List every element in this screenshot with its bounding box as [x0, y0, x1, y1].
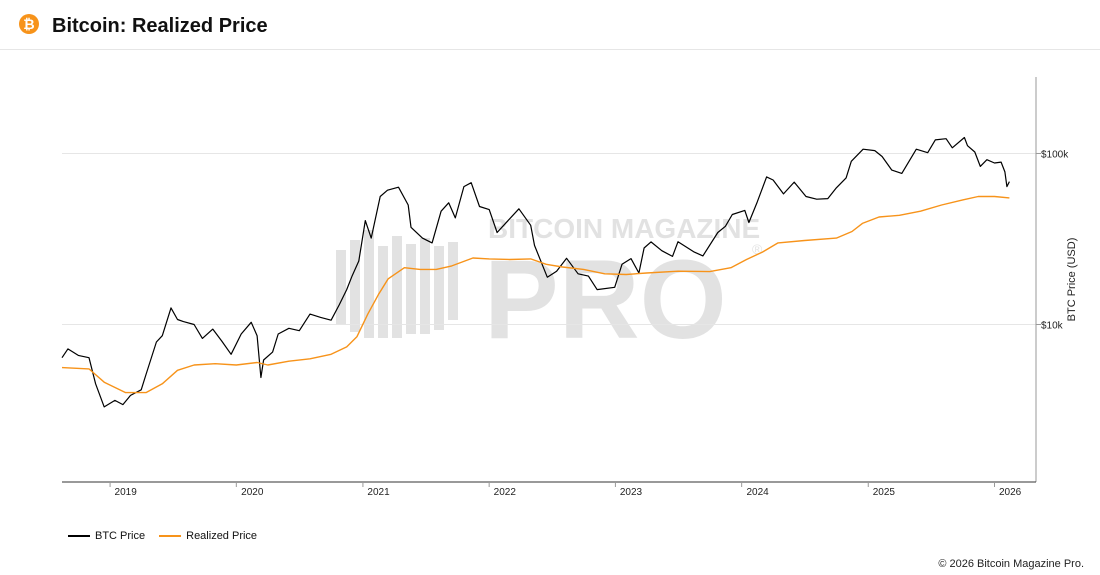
legend-swatch-realized-price	[159, 535, 181, 537]
x-tick-label: 2021	[367, 487, 390, 498]
chart-legend: BTC Price Realized Price	[68, 529, 271, 543]
legend-label-btc-price: BTC Price	[95, 530, 145, 542]
watermark-bar	[350, 240, 360, 332]
watermark-bar	[336, 250, 346, 324]
chart-area: BITCOIN MAGAZINEPRO® $10k $100k 2019 2020 202…	[0, 50, 1100, 575]
x-tick-label: 2019	[115, 487, 138, 498]
bitcoin-icon: ₿	[19, 14, 39, 34]
realized-price-chart: BITCOIN MAGAZINEPRO® $10k $100k 2019 2020 202…	[0, 50, 1100, 575]
watermark-bar	[448, 242, 458, 320]
x-tick-label: 2020	[241, 487, 264, 498]
legend-item-realized-price[interactable]: Realized Price	[159, 530, 257, 542]
watermark-bar	[364, 230, 374, 338]
watermark-bar	[434, 246, 444, 330]
x-tick-label: 2024	[746, 487, 769, 498]
watermark: BITCOIN MAGAZINEPRO®	[336, 213, 763, 362]
legend-label-realized-price: Realized Price	[186, 530, 257, 542]
svg-text:₿: ₿	[23, 16, 34, 32]
watermark-text-main: PRO	[484, 237, 727, 362]
x-tick-label: 2022	[494, 487, 517, 498]
y-tick-label: $10k	[1041, 321, 1064, 332]
copyright-text: © 2026 Bitcoin Magazine Pro.	[938, 558, 1084, 570]
watermark-bar	[420, 238, 430, 334]
legend-swatch-btc-price	[68, 535, 90, 537]
x-tick-label: 2023	[620, 487, 643, 498]
legend-item-btc-price[interactable]: BTC Price	[68, 530, 145, 542]
watermark-bar	[406, 244, 416, 334]
page-header: ₿ Bitcoin: Realized Price	[0, 0, 1100, 50]
watermark-bar	[392, 236, 402, 338]
x-tick-label: 2026	[999, 487, 1022, 498]
x-tick-label: 2025	[873, 487, 896, 498]
y-axis-title: BTC Price (USD)	[1066, 238, 1078, 322]
page-title: Bitcoin: Realized Price	[52, 14, 268, 38]
y-tick-label: $100k	[1041, 149, 1069, 160]
